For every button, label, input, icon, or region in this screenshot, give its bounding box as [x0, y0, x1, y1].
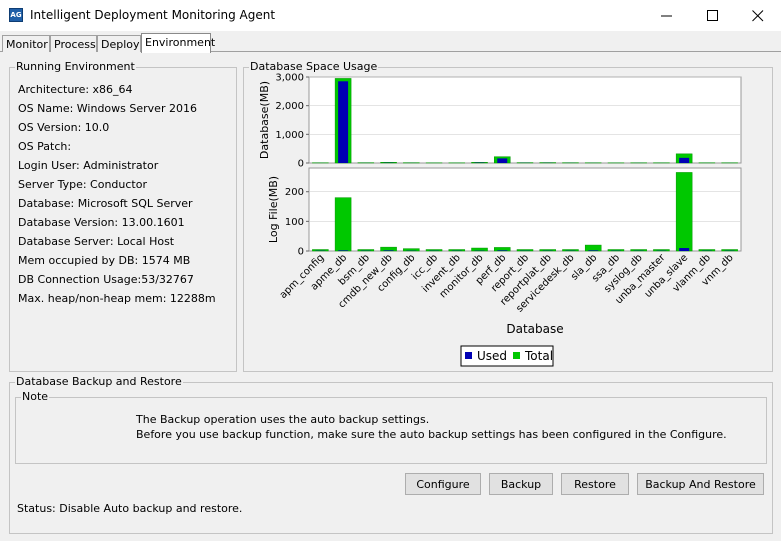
bar-total: [334, 197, 352, 252]
bar-total: [584, 244, 602, 252]
y-tick-label: 100: [285, 217, 304, 228]
status-text: Status: Disable Auto backup and restore.: [17, 502, 243, 515]
env-login-user: Login User: Administrator: [18, 159, 159, 172]
env-database: Database: Microsoft SQL Server: [18, 197, 193, 210]
database-space-usage-title: Database Space Usage: [249, 60, 379, 73]
bar-used: [679, 157, 690, 163]
env-db-connection-usage: DB Connection Usage:53/32767: [18, 273, 194, 286]
bar-used: [679, 248, 690, 251]
plot-area-2: [308, 167, 742, 252]
tab-strip: Monitor Process Deploy Environment: [0, 31, 781, 53]
env-os-patch: OS Patch:: [18, 140, 72, 153]
legend-total-swatch: [513, 352, 520, 359]
database-space-usage-panel: Database Space Usage: [243, 61, 773, 372]
y-tick-label: 3,000: [275, 73, 304, 84]
legend-box: [460, 345, 554, 367]
y-tick-label: 200: [285, 187, 304, 198]
legend-used-label: Used: [477, 349, 507, 363]
env-architecture: Architecture: x86_64: [18, 83, 133, 96]
y-axis-label: Log File(MB): [267, 176, 280, 243]
title-bar: AG Intelligent Deployment Monitoring Age…: [0, 0, 781, 31]
running-environment-title: Running Environment: [15, 60, 136, 73]
running-environment-panel: Running Environment Architecture: x86_64…: [9, 61, 237, 372]
bar-total: [471, 247, 488, 252]
app-icon: AG: [9, 8, 23, 22]
y-tick-label: 1,000: [275, 130, 304, 141]
legend-used-swatch: [465, 352, 472, 359]
tab-monitor[interactable]: Monitor: [2, 35, 50, 52]
backup-restore-panel: Database Backup and Restore: [9, 376, 773, 534]
y-axis-label: Database(MB): [258, 81, 271, 159]
bar-used: [338, 250, 349, 251]
window-title: Intelligent Deployment Monitoring Agent: [30, 8, 276, 22]
note-title: Note: [21, 390, 50, 403]
x-axis-label: Database: [506, 322, 563, 336]
backup-restore-title: Database Backup and Restore: [15, 375, 183, 388]
env-os-name: OS Name: Windows Server 2016: [18, 102, 197, 115]
maximize-button[interactable]: [690, 0, 736, 31]
env-heap-mem: Max. heap/non-heap mem: 12288m: [18, 292, 216, 305]
bar-used: [383, 250, 394, 251]
env-server-type: Server Type: Conductor: [18, 178, 147, 191]
maximize-icon: [707, 10, 718, 21]
close-button[interactable]: [735, 0, 781, 31]
legend-total-label: Total: [524, 349, 553, 363]
bar-used: [497, 158, 508, 163]
y-tick-label: 2,000: [275, 101, 304, 112]
close-icon: [752, 10, 764, 22]
backup-button[interactable]: Backup: [489, 473, 553, 495]
env-database-version: Database Version: 13.00.1601: [18, 216, 185, 229]
note-line-2: Before you use backup function, make sur…: [136, 428, 727, 441]
configure-button[interactable]: Configure: [405, 473, 481, 495]
restore-button[interactable]: Restore: [561, 473, 629, 495]
note-box: Note The Backup operation uses the auto …: [15, 391, 767, 464]
tab-process[interactable]: Process: [50, 35, 97, 52]
backup-and-restore-button[interactable]: Backup And Restore: [637, 473, 764, 495]
minimize-icon: [661, 15, 672, 17]
bar-used: [588, 250, 599, 251]
bar-used: [497, 250, 508, 251]
bar-used: [338, 81, 349, 163]
env-database-server: Database Server: Local Host: [18, 235, 175, 248]
y-tick-label: 0: [298, 159, 304, 170]
y-tick-label: 0: [298, 247, 304, 258]
bar-total: [675, 172, 693, 252]
tab-deploy[interactable]: Deploy: [97, 35, 141, 52]
plot-area-1: [308, 76, 742, 164]
env-os-version: OS Version: 10.0: [18, 121, 110, 134]
env-mem-occupied: Mem occupied by DB: 1574 MB: [18, 254, 191, 267]
bar-total: [403, 248, 420, 252]
tab-environment[interactable]: Environment: [141, 33, 215, 53]
minimize-button[interactable]: [644, 0, 690, 31]
note-line-1: The Backup operation uses the auto backu…: [136, 413, 430, 426]
